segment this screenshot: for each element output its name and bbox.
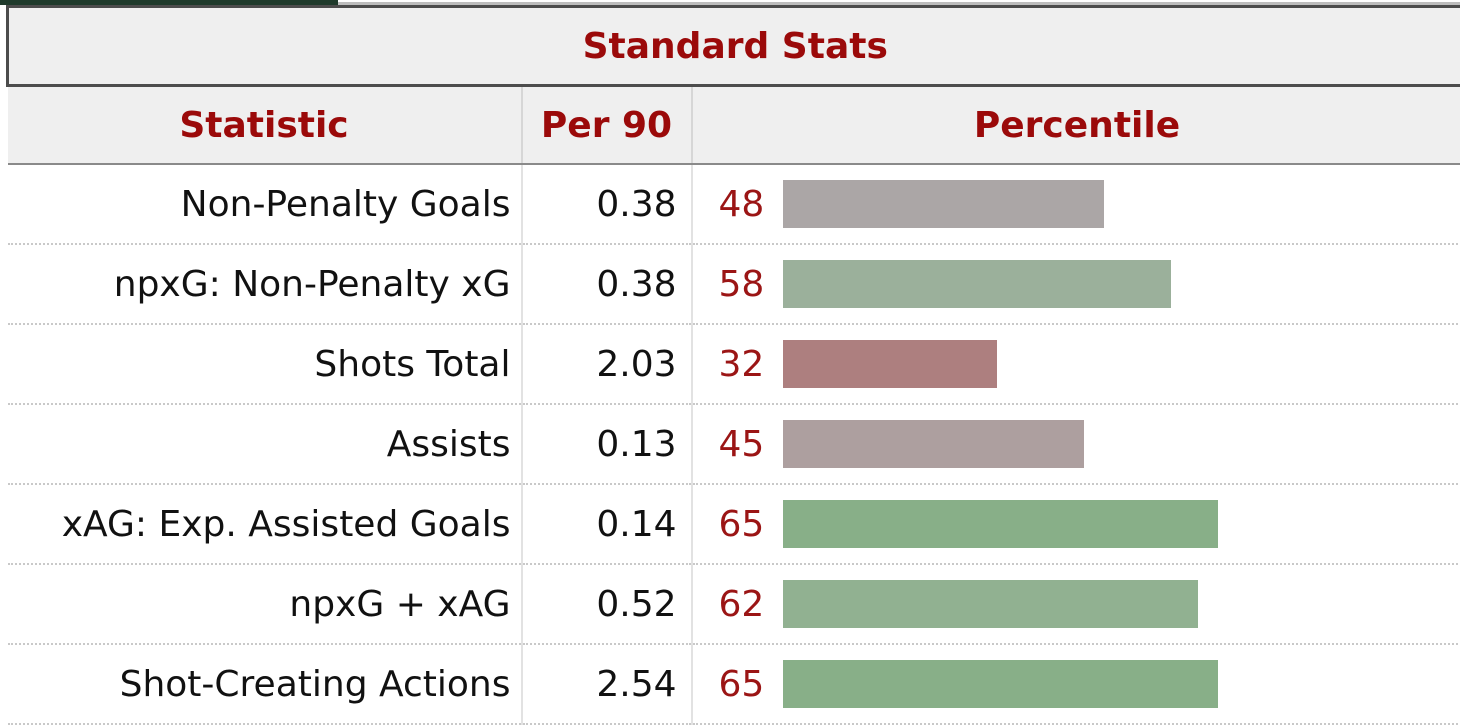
table-caption-row: Standard Stats xyxy=(6,5,1460,87)
per90-value: 2.03 xyxy=(521,324,693,405)
percentile-value: 65 xyxy=(718,663,765,705)
per90-value: 0.38 xyxy=(521,244,693,325)
table-row: Assists 0.13 45 xyxy=(7,404,1460,485)
table-row: npxG + xAG 0.52 62 xyxy=(7,564,1460,645)
percentile-cell: 62 xyxy=(691,564,1460,645)
column-header-row: Statistic Per 90 Percentile xyxy=(7,85,1460,165)
percentile-wrap: 58 xyxy=(719,245,1460,323)
percentile-value: 62 xyxy=(718,583,765,625)
percentile-bar xyxy=(782,420,1084,468)
stat-name: npxG: Non-Penalty xG xyxy=(7,244,523,325)
table-row: Non-Penalty Goals 0.38 48 xyxy=(7,164,1460,245)
stat-name: npxG + xAG xyxy=(7,564,523,645)
stat-name: xAG: Exp. Assisted Goals xyxy=(7,484,523,565)
percentile-bar-track xyxy=(782,420,1453,468)
percentile-bar-track xyxy=(782,340,1453,388)
percentile-wrap: 48 xyxy=(719,165,1460,243)
percentile-bar-track xyxy=(782,180,1453,228)
percentile-bar-track xyxy=(782,660,1453,708)
stat-name: Shots Total xyxy=(7,324,523,405)
percentile-bar-track xyxy=(782,500,1453,548)
top-divider xyxy=(338,2,1460,5)
per90-value: 0.13 xyxy=(521,404,693,485)
stat-name: Assists xyxy=(7,404,523,485)
percentile-cell: 48 xyxy=(691,164,1460,245)
percentile-bar xyxy=(782,340,997,388)
percentile-wrap: 32 xyxy=(719,325,1460,403)
percentile-bar-track xyxy=(782,260,1453,308)
percentile-cell: 65 xyxy=(691,644,1460,725)
percentile-wrap: 62 xyxy=(719,565,1460,643)
percentile-value: 32 xyxy=(718,343,765,385)
percentile-value: 65 xyxy=(718,503,765,545)
percentile-bar xyxy=(782,180,1105,228)
stats-table-body: Non-Penalty Goals 0.38 48 npxG: Non-Penalty… xyxy=(7,164,1460,725)
percentile-wrap: 65 xyxy=(719,645,1460,723)
percentile-bar xyxy=(782,580,1198,628)
section-title: Standard Stats xyxy=(6,5,1460,87)
percentile-value: 45 xyxy=(718,423,765,465)
percentile-cell: 32 xyxy=(691,324,1460,405)
percentile-bar-track xyxy=(782,580,1453,628)
percentile-value: 48 xyxy=(718,183,765,225)
percentile-bar xyxy=(782,260,1172,308)
header-per90[interactable]: Per 90 xyxy=(521,85,693,165)
percentile-wrap: 45 xyxy=(719,405,1460,483)
percentile-cell: 65 xyxy=(691,484,1460,565)
per90-value: 0.38 xyxy=(521,164,693,245)
standard-stats-table: Standard Stats Statistic Per 90 Percenti… xyxy=(6,5,1460,725)
per90-value: 0.52 xyxy=(521,564,693,645)
per90-value: 2.54 xyxy=(521,644,693,725)
header-percentile[interactable]: Percentile xyxy=(691,85,1460,165)
per90-value: 0.14 xyxy=(521,484,693,565)
stat-name: Shot-Creating Actions xyxy=(7,644,523,725)
table-row: xAG: Exp. Assisted Goals 0.14 65 xyxy=(7,484,1460,565)
percentile-bar xyxy=(782,660,1218,708)
active-tab-accent[interactable] xyxy=(0,0,338,5)
percentile-bar xyxy=(782,500,1218,548)
percentile-cell: 58 xyxy=(691,244,1460,325)
percentile-value: 58 xyxy=(718,263,765,305)
header-statistic[interactable]: Statistic xyxy=(7,85,523,165)
table-row: Shots Total 2.03 32 xyxy=(7,324,1460,405)
stat-name: Non-Penalty Goals xyxy=(7,164,523,245)
table-row: Shot-Creating Actions 2.54 65 xyxy=(7,644,1460,725)
table-row: npxG: Non-Penalty xG 0.38 58 xyxy=(7,244,1460,325)
percentile-cell: 45 xyxy=(691,404,1460,485)
percentile-wrap: 65 xyxy=(719,485,1460,563)
